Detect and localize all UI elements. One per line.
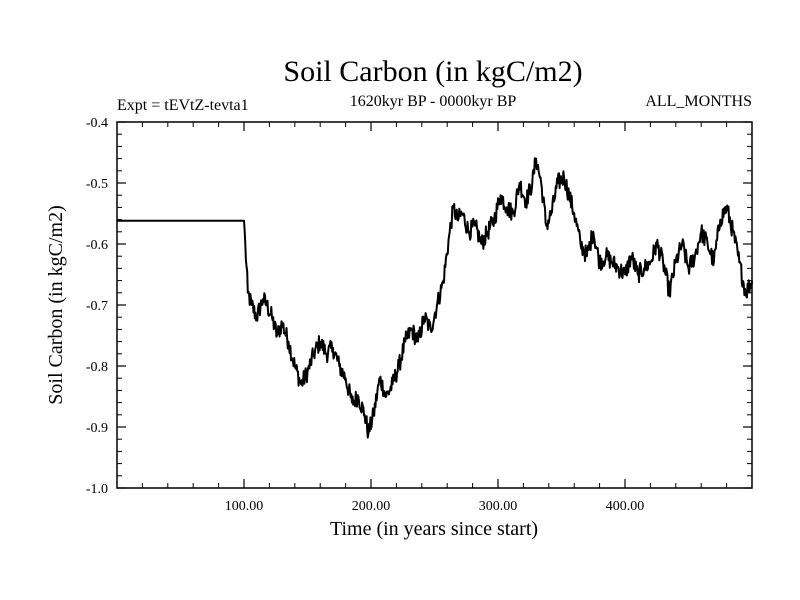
y-axis-label: Soil Carbon (in kgC/m2) <box>45 205 67 404</box>
y-tick-label: -0.9 <box>86 421 108 436</box>
plot-frame <box>116 121 753 489</box>
soil-carbon-series-line <box>117 157 753 439</box>
y-axis-ticks: -1.0 -0.9 -0.8 -0.7 -0.6 -0.5 -0.4 <box>86 116 752 497</box>
chart-subtitle-left: Expt = tEVtZ-tevta1 <box>117 97 249 114</box>
x-tick-label: 200.00 <box>352 499 391 514</box>
y-tick-label: -0.4 <box>86 116 108 131</box>
x-tick-label: 400.00 <box>606 499 645 514</box>
chart-subtitle-center: 1620kyr BP - 0000kyr BP <box>350 93 517 110</box>
chart-subtitle-right: ALL_MONTHS <box>645 93 752 110</box>
y-tick-label: -0.6 <box>86 238 108 253</box>
y-tick-label: -1.0 <box>86 482 108 497</box>
x-axis-ticks: 100.00 200.00 300.00 400.00 <box>141 122 728 514</box>
y-tick-label: -0.8 <box>86 360 108 375</box>
x-tick-label: 300.00 <box>479 499 518 514</box>
chart-title: Soil Carbon (in kgC/m2) <box>283 55 582 88</box>
y-tick-label: -0.5 <box>86 177 108 192</box>
y-tick-label: -0.7 <box>86 299 108 314</box>
x-axis-label: Time (in years since start) <box>330 518 538 540</box>
x-tick-label: 100.00 <box>225 499 264 514</box>
